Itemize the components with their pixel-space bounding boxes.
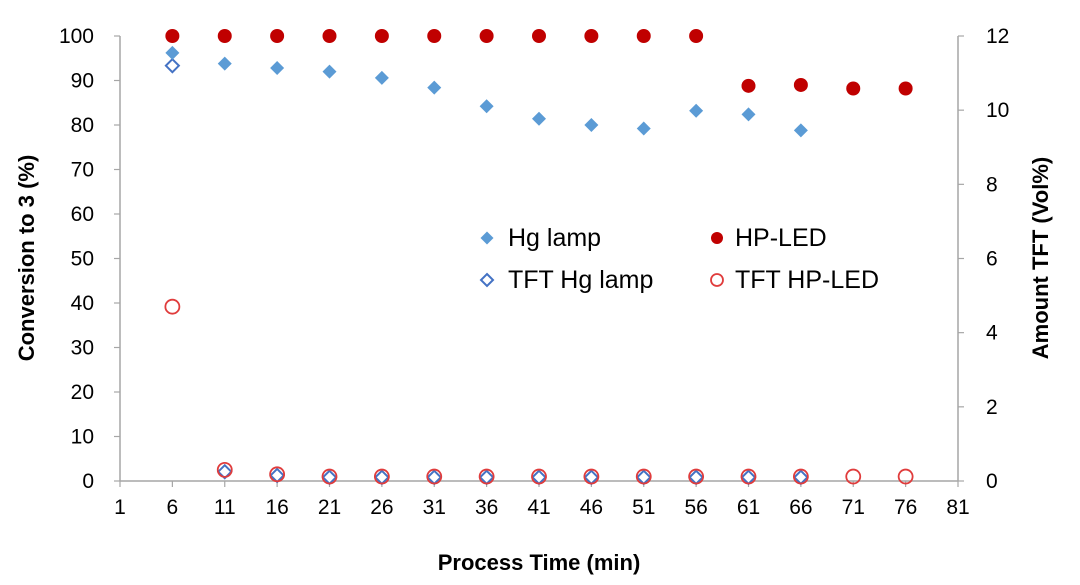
- x-tick-label: 61: [737, 496, 760, 519]
- x-tick-label: 81: [946, 496, 969, 519]
- x-tick-label: 71: [842, 496, 865, 519]
- y-axis-right-title: Amount TFT (Vol%): [1028, 157, 1053, 359]
- point-tft-hp-led: [216, 461, 233, 478]
- y-left-tick-label: 40: [71, 292, 94, 315]
- y-axis-left-title: Conversion to 3 (%): [14, 155, 39, 362]
- x-tick-label: 66: [789, 496, 812, 519]
- x-tick-label: 1: [114, 496, 126, 519]
- y-right-tick-label: 10: [986, 99, 1009, 122]
- point-tft-hp-led: [845, 468, 862, 485]
- y-left-tick-label: 0: [82, 470, 94, 493]
- legend-marker-tft-hp-led: [710, 273, 724, 287]
- point-hg-lamp: [479, 99, 494, 114]
- x-tick-label: 31: [423, 496, 446, 519]
- legend-marker-hp-led: [711, 232, 723, 244]
- legend-label-hp-led: HP-LED: [735, 224, 827, 252]
- y-left-tick-label: 10: [71, 426, 94, 449]
- point-hp-led: [846, 81, 861, 96]
- point-tft-hp-led: [321, 468, 338, 485]
- y-left-tick-label: 90: [71, 70, 94, 93]
- y-right-tick-label: 12: [986, 25, 1009, 48]
- y-right-tick-label: 4: [986, 322, 998, 345]
- point-hp-led: [165, 29, 180, 43]
- point-hp-led: [217, 29, 232, 43]
- point-hg-lamp: [270, 61, 285, 76]
- x-tick-label: 51: [632, 496, 655, 519]
- point-hp-led: [532, 29, 546, 43]
- point-hp-led: [636, 29, 651, 43]
- point-tft-hp-led: [531, 468, 547, 485]
- y-right-tick-label: 2: [986, 396, 998, 419]
- point-tft-hp-led: [478, 468, 495, 485]
- point-hp-led: [322, 29, 337, 43]
- x-tick-label: 6: [167, 496, 179, 519]
- y-left-tick-label: 70: [71, 159, 94, 182]
- point-hg-lamp: [165, 45, 180, 60]
- point-tft-hp-led: [635, 468, 652, 485]
- point-hp-led: [479, 29, 494, 43]
- y-left-tick-label: 50: [71, 248, 94, 271]
- point-tft-hp-led: [269, 466, 286, 483]
- data-marks: [164, 29, 914, 486]
- point-hg-lamp: [532, 111, 546, 126]
- plot-area: [119, 36, 959, 482]
- point-hp-led: [898, 81, 913, 96]
- x-tick-label: 41: [527, 496, 550, 519]
- point-hp-led: [793, 77, 808, 92]
- axis-ticks: 1 6 11 16 21 26 31 36 41 46 51 56 61 66 71 76 8101020304…: [59, 25, 1009, 519]
- point-hg-lamp: [584, 118, 599, 132]
- x-tick-label: 11: [214, 496, 236, 519]
- point-hp-led: [374, 29, 389, 43]
- point-tft-hp-led: [688, 468, 705, 485]
- y-left-tick-label: 60: [71, 203, 94, 226]
- x-tick-label: 21: [318, 496, 341, 519]
- x-tick-label: 46: [580, 496, 603, 519]
- point-hp-led: [584, 29, 599, 43]
- point-hg-lamp: [689, 103, 704, 118]
- point-tft-hp-led: [583, 468, 600, 485]
- point-tft-hg-lamp: [164, 57, 181, 74]
- point-hp-led: [270, 29, 285, 43]
- point-hg-lamp: [636, 121, 651, 136]
- legend: Hg lamp HP-LED TFT Hg lamp TFT HP-LED: [479, 224, 879, 294]
- x-tick-label: 56: [684, 496, 707, 519]
- point-tft-hp-led: [426, 468, 443, 485]
- point-tft-hg-lamp: [216, 463, 233, 480]
- point-hg-lamp: [322, 64, 337, 79]
- y-right-tick-label: 0: [986, 470, 998, 493]
- legend-label-tft-hg-lamp: TFT Hg lamp: [508, 266, 653, 294]
- point-hp-led: [689, 29, 704, 43]
- point-hg-lamp: [374, 70, 389, 85]
- x-axis-title: Process Time (min): [438, 550, 641, 575]
- point-tft-hp-led: [740, 468, 757, 485]
- point-hg-lamp: [427, 80, 442, 95]
- legend-marker-hg-lamp: [480, 231, 494, 245]
- legend-label-hg-lamp: Hg lamp: [508, 224, 601, 252]
- point-tft-hp-led: [373, 468, 390, 485]
- point-hp-led: [741, 78, 756, 93]
- x-tick-label: 36: [475, 496, 498, 519]
- point-hg-lamp: [741, 107, 756, 122]
- legend-label-tft-hp-led: TFT HP-LED: [735, 266, 879, 294]
- point-hg-lamp: [793, 123, 808, 138]
- point-tft-hp-led: [164, 298, 181, 315]
- point-tft-hp-led: [897, 468, 914, 485]
- x-tick-label: 76: [894, 496, 917, 519]
- point-hp-led: [427, 29, 442, 43]
- point-hg-lamp: [217, 56, 232, 71]
- y-right-tick-label: 6: [986, 248, 998, 271]
- legend-marker-tft-hg-lamp: [479, 272, 495, 288]
- y-left-tick-label: 80: [71, 114, 94, 137]
- y-left-tick-label: 30: [71, 337, 94, 360]
- x-tick-label: 16: [265, 496, 288, 519]
- y-left-tick-label: 100: [59, 25, 94, 48]
- y-left-tick-label: 20: [71, 381, 94, 404]
- x-tick-label: 26: [370, 496, 393, 519]
- y-right-tick-label: 8: [986, 173, 998, 196]
- point-tft-hp-led: [792, 468, 809, 485]
